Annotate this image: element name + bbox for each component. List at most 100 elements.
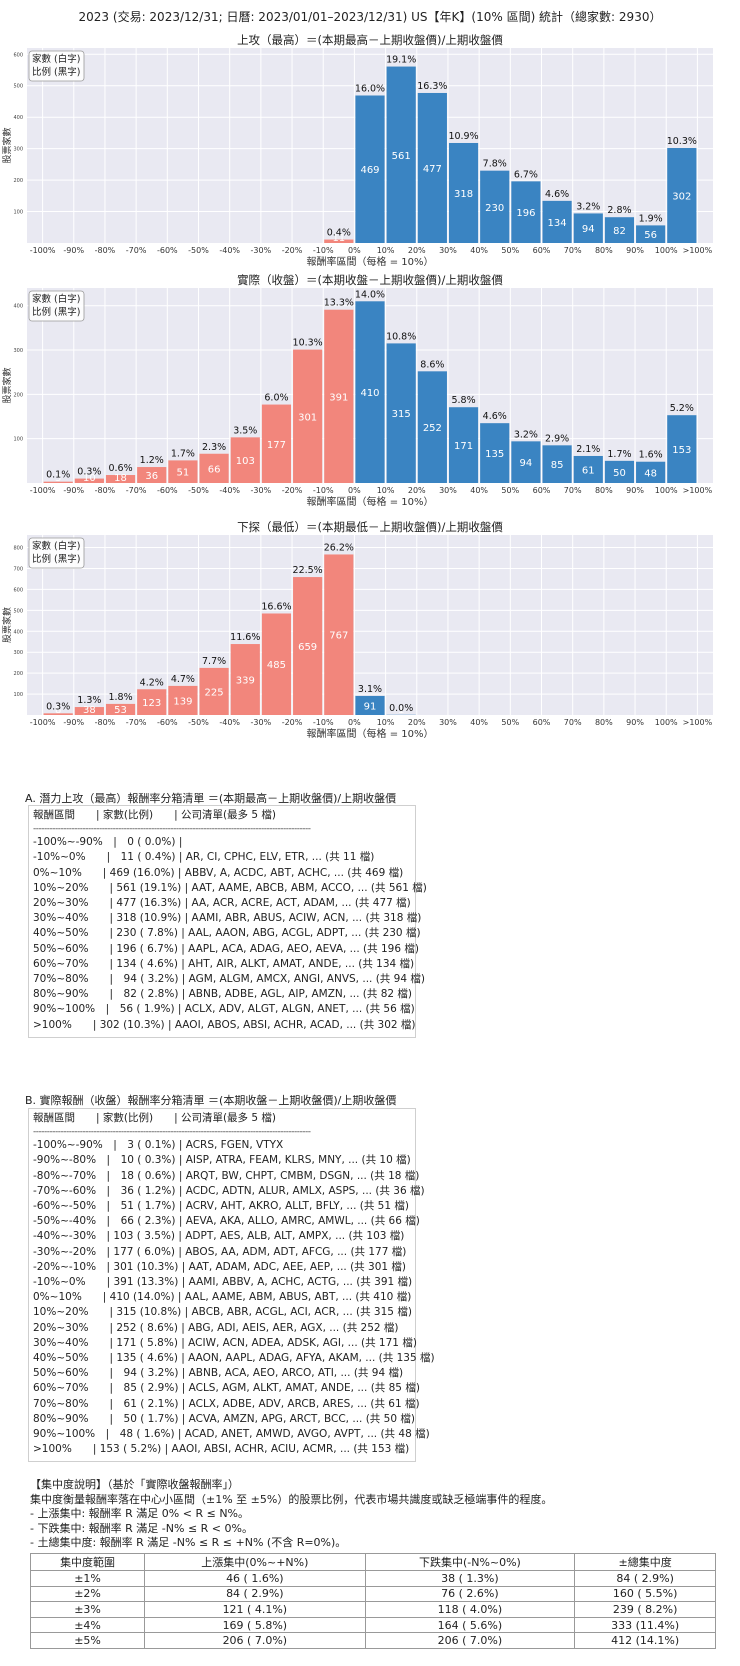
table-cell: 333 (11.4%)	[574, 1616, 716, 1634]
x-tick-label: -30%	[251, 486, 272, 495]
plot-background	[27, 535, 713, 715]
y-tick-label: 400	[13, 115, 23, 121]
legend-frame	[28, 50, 85, 82]
table-cell: ±4%	[29, 1616, 146, 1634]
bar	[168, 460, 198, 483]
percent-label: 0.4%	[327, 228, 351, 239]
y-tick-label: 100	[13, 437, 23, 443]
concentration-note-line: 集中度衡量報酬率落在中心小區間（±1% 至 ±5%）的股票比例，代表市場共識度或…	[30, 1492, 553, 1506]
percent-label: 1.2%	[140, 455, 164, 466]
table-cell: ±1%	[29, 1570, 146, 1587]
table-row: ±2% 84 ( 2.9%) 76 ( 2.6%) 160 ( 5.5%)	[29, 1585, 716, 1603]
x-tick-label: 70%	[564, 486, 582, 495]
table-cell: 118 ( 4.0%)	[364, 1601, 576, 1618]
percent-label: 2.8%	[607, 205, 631, 216]
x-tick-label: 20%	[408, 246, 426, 255]
count-label: 485	[267, 660, 286, 671]
count-label: 177	[267, 440, 286, 451]
count-label: 318	[454, 189, 473, 200]
table-cell: 84 ( 2.9%)	[574, 1570, 716, 1587]
x-tick-label: -40%	[219, 486, 240, 495]
bar	[293, 577, 323, 715]
y-axis-label: 股票家數	[1, 367, 13, 403]
percent-label: 11.6%	[230, 632, 260, 643]
bar	[199, 667, 229, 715]
x-tick-label: 20%	[408, 486, 426, 495]
table-row: -70%~-60% | 36 ( 1.2%) | ACDC, ADTN, ALU…	[33, 1184, 425, 1197]
table-row: 20%~30% | 477 (16.3%) | AA, ACR, ACRE, A…	[33, 897, 411, 910]
x-tick-label: -100%	[30, 486, 56, 495]
x-tick-label: 80%	[595, 718, 613, 727]
count-label: 225	[205, 687, 224, 698]
legend-line: 家數 (白字)	[32, 540, 80, 552]
percent-label: 0.0%	[389, 703, 413, 714]
count-label: 391	[329, 392, 348, 403]
x-tick-label: 70%	[564, 718, 582, 727]
table-row: 50%~60% | 196 ( 6.7%) | AAPL, ACA, ADAG,…	[33, 942, 419, 955]
bar	[511, 181, 541, 243]
column-header: 上漲集中(0%~+N%)	[144, 1553, 366, 1571]
bar	[324, 309, 354, 483]
concentration-notes: 【集中度說明】（基於「實際收盤報酬率」） 集中度衡量報酬率落在中心小區間（±1% …	[30, 1478, 552, 1551]
x-tick-label: 80%	[595, 246, 613, 255]
x-tick-label: 100%	[655, 246, 678, 255]
column-header: ±總集中度	[574, 1553, 716, 1571]
count-label: 135	[485, 449, 504, 460]
table-header-row: 報酬區間 | 家數(比例) | 公司清單(最多 5 檔)	[33, 1112, 276, 1124]
bar	[448, 142, 479, 243]
percent-label: 4.7%	[171, 674, 195, 685]
count-label: 123	[142, 698, 161, 709]
y-tick-label: 300	[13, 348, 23, 354]
percent-label: 0.1%	[46, 470, 70, 481]
count-label: 171	[454, 441, 473, 452]
table-cell: 121 ( 4.1%)	[144, 1601, 366, 1618]
y-tick-label: 500	[13, 84, 23, 90]
chart-downside-low: 100 200 300 400 500 600 700 800 -100% -90% -80% -70…	[0, 505, 740, 755]
count-label: 94	[582, 224, 595, 235]
concentration-note-line: - 土總集中度: 報酬率 R 滿足 -N% ≤ R ≤ +N% (不含 R=0%…	[30, 1536, 347, 1549]
table-row: -100%~-90% | 3 ( 0.1%) | ACRS, FGEN, VTY…	[33, 1139, 284, 1152]
percent-label: 4.6%	[545, 189, 569, 200]
count-label: 18	[114, 473, 127, 484]
x-tick-label: 0%	[348, 486, 361, 495]
table-row: ±1% 46 ( 1.6%) 38 ( 1.3%) 84 ( 2.9%)	[29, 1570, 716, 1587]
table-row: -20%~-10% | 301 (10.3%) | AAT, ADAM, ADC…	[33, 1260, 406, 1273]
count-label: 301	[298, 412, 317, 423]
count-label: 36	[145, 471, 158, 482]
percent-label: 2.3%	[202, 442, 226, 453]
table-row: -40%~-30% | 103 ( 3.5%) | ADPT, AES, ALB…	[33, 1230, 405, 1243]
x-tick-label: -50%	[188, 718, 209, 727]
percent-label: 19.1%	[386, 55, 416, 66]
y-tick-label: 600	[13, 587, 23, 593]
x-tick-label: 50%	[501, 486, 519, 495]
count-label: 134	[548, 218, 567, 229]
x-tick-label: -70%	[126, 486, 147, 495]
count-label: 38	[83, 705, 96, 716]
x-tick-label: 50%	[501, 718, 519, 727]
count-label: 8	[55, 705, 61, 716]
table-b-title: B. 實際報酬（收盤）報酬率分箱清單 ＝(本期收盤－上期收盤價)/上期收盤價	[25, 1094, 397, 1107]
bar	[261, 404, 292, 483]
x-tick-label: 90%	[626, 486, 644, 495]
concentration-header-row: 集中度範圍 上漲集中(0%~+N%) 下跌集中(-N%~0%) ±總集中度	[29, 1553, 716, 1571]
percent-label: 10.8%	[386, 331, 416, 342]
x-tick-label: >100%	[683, 246, 713, 255]
x-tick-label: 0%	[348, 246, 361, 255]
bar	[355, 95, 385, 243]
bar	[74, 707, 104, 715]
count-label: 469	[360, 165, 379, 176]
table-row: 90%~100% | 48 ( 1.6%) | ACAD, ANET, AMWD…	[33, 1428, 430, 1441]
x-tick-label: -20%	[282, 246, 303, 255]
percent-label: 16.0%	[355, 83, 385, 94]
count-label: 139	[173, 696, 192, 707]
bar	[230, 644, 260, 715]
bar	[480, 170, 510, 243]
percent-label: 2.9%	[545, 433, 569, 444]
percent-label: 5.2%	[670, 403, 694, 414]
x-tick-label: 10%	[377, 718, 395, 727]
count-label: 61	[582, 465, 595, 476]
x-axis-label: 報酬率區間（每格 = 10%）	[307, 495, 434, 508]
bar	[604, 217, 635, 243]
percent-label: 22.5%	[293, 565, 323, 576]
x-tick-label: -40%	[219, 246, 240, 255]
